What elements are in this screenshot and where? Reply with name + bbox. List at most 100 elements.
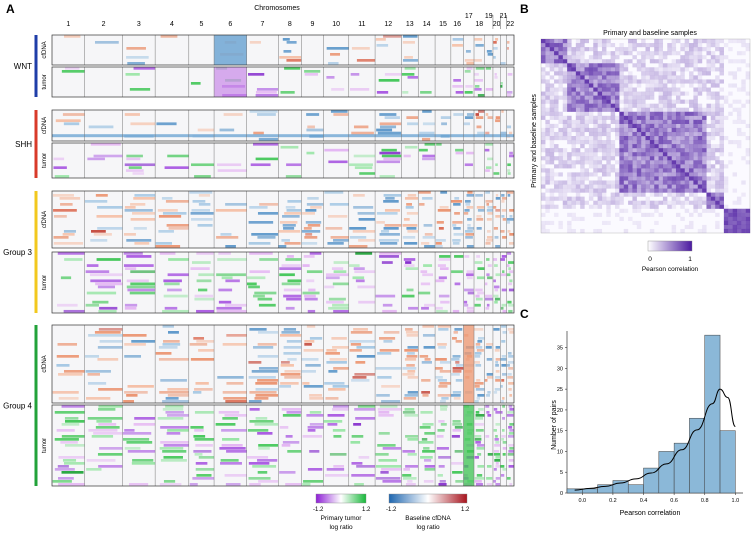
matrix-cell xyxy=(606,83,611,88)
matrix-cell xyxy=(736,119,742,124)
cnv-segment xyxy=(163,340,180,343)
matrix-cell xyxy=(562,204,568,209)
matrix-cell xyxy=(610,67,616,72)
matrix-cell xyxy=(580,164,585,169)
cnv-segment xyxy=(285,175,302,178)
matrix-cell xyxy=(554,99,559,104)
matrix-cell xyxy=(606,152,611,157)
cnv-segment xyxy=(509,423,514,426)
cnv-segment xyxy=(383,331,400,334)
cnv-segment xyxy=(437,394,451,397)
cnv-segment xyxy=(501,303,507,307)
matrix-cell xyxy=(710,208,716,213)
matrix-cell xyxy=(736,111,742,116)
matrix-cell xyxy=(610,127,616,133)
matrix-cell xyxy=(597,127,603,133)
matrix-cell xyxy=(745,71,751,76)
matrix-cell xyxy=(571,83,576,88)
matrix-cell xyxy=(636,152,642,157)
x-tick-label: 0.2 xyxy=(609,498,617,504)
matrix-cell xyxy=(658,43,664,48)
matrix-cell xyxy=(658,67,664,72)
cnv-segment xyxy=(381,385,401,388)
matrix-cell xyxy=(706,103,711,108)
matrix-cell xyxy=(706,144,711,149)
cnv-segment xyxy=(465,233,475,236)
cnv-segment xyxy=(162,325,174,328)
matrix-cell xyxy=(654,156,659,161)
matrix-cell xyxy=(689,136,694,141)
matrix-cell xyxy=(697,79,703,84)
matrix-cell xyxy=(667,107,672,112)
chromosome-label-1: 1 xyxy=(66,21,70,28)
cnv-segment xyxy=(421,391,430,394)
cnv-segment xyxy=(285,306,295,310)
matrix-cell xyxy=(610,119,616,124)
cnv-segment xyxy=(493,285,500,289)
cnv-segment xyxy=(420,270,428,274)
cnv-segment xyxy=(63,462,85,465)
cnv-segment xyxy=(62,233,75,236)
cnv-segment xyxy=(328,370,338,373)
cnv-segment xyxy=(324,474,349,477)
x-tick-label: 0.8 xyxy=(701,498,709,504)
matrix-cell xyxy=(545,204,550,209)
matrix-cell xyxy=(601,115,607,120)
cnv-segment xyxy=(438,328,449,331)
matrix-cell xyxy=(719,136,724,141)
cnv-segment xyxy=(421,137,431,141)
cnv-segment xyxy=(382,309,397,313)
matrix-cell xyxy=(732,212,738,217)
matrix-cell xyxy=(619,180,624,185)
cnv-segment xyxy=(285,435,293,438)
matrix-cell xyxy=(606,204,611,209)
cnv-segment xyxy=(192,391,202,394)
cnv-segment xyxy=(421,361,433,364)
cnv-segment xyxy=(464,70,471,73)
matrix-cell xyxy=(554,204,559,209)
matrix-cell xyxy=(562,152,568,157)
matrix-cell xyxy=(567,103,572,108)
matrix-cell xyxy=(606,39,611,44)
matrix-cell xyxy=(654,140,659,145)
cnv-segment xyxy=(495,215,501,218)
matrix-cell xyxy=(706,164,711,169)
cnv-segment xyxy=(97,206,123,209)
cnv-segment xyxy=(507,364,510,367)
cnv-segment xyxy=(124,163,156,167)
cnv-segment xyxy=(467,224,471,227)
matrix-cell xyxy=(684,156,690,161)
cnv-segment xyxy=(419,203,425,206)
cnv-segment xyxy=(501,400,504,403)
cnv-segment xyxy=(422,450,436,453)
cnv-segment xyxy=(474,480,482,483)
matrix-cell xyxy=(601,51,607,56)
correlation-matrix-panel: Primary and baseline samples Primary and… xyxy=(531,30,751,273)
cnv-segment xyxy=(404,394,419,397)
chr17-gain-block xyxy=(463,405,475,486)
cnv-segment xyxy=(225,279,240,283)
matrix-cell xyxy=(732,71,738,76)
cnv-segment xyxy=(405,483,416,486)
cnv-segment xyxy=(508,382,514,385)
matrix-cell xyxy=(567,83,572,88)
cnv-segment xyxy=(382,480,402,483)
cnv-segment xyxy=(219,447,246,450)
matrix-cell xyxy=(675,212,681,217)
matrix-cell xyxy=(567,99,572,104)
cnv-segment xyxy=(422,157,436,161)
cnv-segment xyxy=(381,468,402,471)
matrix-cell xyxy=(715,212,720,217)
matrix-cell xyxy=(715,91,720,96)
cnv-segment xyxy=(507,172,511,175)
cnv-segment xyxy=(509,233,514,236)
matrix-cell xyxy=(580,59,585,64)
cnv-segment xyxy=(423,480,434,483)
cnv-segment xyxy=(495,465,501,468)
cnv-segment xyxy=(351,435,364,438)
cnv-segment xyxy=(61,471,84,474)
matrix-cell xyxy=(549,160,555,165)
cnv-segment xyxy=(301,242,318,245)
cnv-segment xyxy=(226,382,244,385)
y-tick-label: 30 xyxy=(557,366,563,372)
